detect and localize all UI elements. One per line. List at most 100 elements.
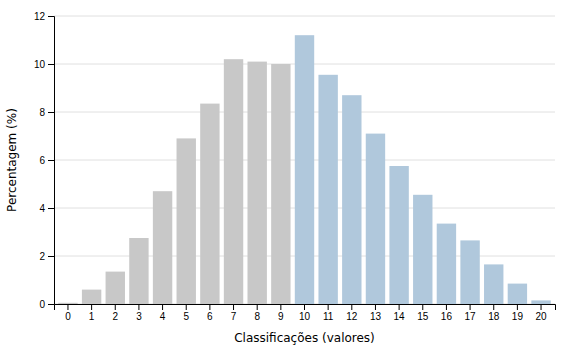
chart-svg: 0123456789101112131415161718192002468101…	[0, 0, 571, 354]
chart-container: 0123456789101112131415161718192002468101…	[0, 0, 571, 354]
x-tick-mark	[328, 304, 329, 310]
x-tick-label: 4	[160, 311, 166, 322]
x-tick-mark	[115, 304, 116, 310]
bar	[389, 166, 408, 304]
bar	[129, 238, 148, 304]
x-tick-label: 16	[441, 311, 453, 322]
y-axis-line	[48, 17, 55, 305]
y-tick-label: 6	[39, 155, 45, 166]
x-tick: 9	[278, 304, 284, 322]
x-tick-label: 3	[136, 311, 142, 322]
x-tick-mark	[470, 304, 471, 310]
x-tick-mark	[162, 304, 163, 310]
x-tick: 6	[207, 304, 213, 322]
y-axis: 0 2 4 6 8 10 12	[34, 11, 55, 310]
bar	[177, 138, 196, 304]
y-tick-label: 2	[39, 251, 45, 262]
bar	[106, 272, 125, 304]
x-tick: 15	[417, 304, 429, 322]
x-tick-mark	[541, 304, 542, 310]
x-tick: 2	[112, 304, 118, 322]
bar	[531, 300, 550, 304]
bar	[366, 134, 385, 304]
x-tick: 0	[65, 304, 71, 322]
x-axis: 01234567891011121314151617181920	[55, 304, 556, 322]
x-tick-label: 12	[346, 311, 358, 322]
x-tick-label: 19	[512, 311, 524, 322]
x-tick: 13	[370, 304, 382, 322]
bar	[58, 303, 77, 304]
grid	[54, 16, 555, 304]
bars	[58, 35, 550, 304]
x-tick-label: 8	[254, 311, 260, 322]
x-tick-label: 11	[323, 311, 334, 322]
y-tick-mark	[48, 64, 54, 65]
bar	[413, 195, 432, 304]
y-tick: 8	[39, 107, 54, 118]
y-tick: 4	[39, 203, 54, 214]
x-tick: 11	[323, 304, 334, 322]
y-axis-title: Percentagem (%)	[5, 108, 19, 212]
x-tick: 18	[488, 304, 500, 322]
x-tick-mark	[233, 304, 234, 310]
x-tick-mark	[351, 304, 352, 310]
y-tick-mark	[48, 304, 54, 305]
x-tick: 17	[465, 304, 477, 322]
x-tick-mark	[399, 304, 400, 310]
x-tick-mark	[493, 304, 494, 310]
x-tick: 10	[299, 304, 311, 322]
y-tick-label: 12	[34, 11, 46, 22]
y-tick: 0	[39, 299, 54, 310]
y-tick-label: 0	[39, 299, 45, 310]
x-tick-label: 20	[535, 311, 547, 322]
bar	[82, 290, 101, 304]
y-tick-mark	[48, 16, 54, 17]
x-tick-mark	[257, 304, 258, 310]
x-tick-label: 5	[183, 311, 189, 322]
bar	[295, 35, 314, 304]
bar	[224, 59, 243, 304]
y-tick-label: 10	[34, 59, 46, 70]
x-tick-label: 9	[278, 311, 284, 322]
x-tick: 3	[136, 304, 142, 322]
x-tick: 7	[231, 304, 237, 322]
bar	[153, 191, 172, 304]
x-tick: 1	[89, 304, 95, 322]
x-tick-label: 10	[299, 311, 311, 322]
x-tick: 20	[535, 304, 547, 322]
bar	[437, 224, 456, 304]
x-axis-line	[55, 305, 556, 311]
x-tick: 16	[441, 304, 453, 322]
x-tick-mark	[67, 304, 68, 310]
y-tick: 12	[34, 11, 54, 22]
x-tick-label: 14	[394, 311, 406, 322]
x-tick-label: 2	[112, 311, 118, 322]
x-tick-label: 6	[207, 311, 213, 322]
x-tick-mark	[138, 304, 139, 310]
x-tick-label: 18	[488, 311, 500, 322]
x-tick-label: 7	[231, 311, 237, 322]
x-tick-mark	[91, 304, 92, 310]
y-tick-label: 4	[39, 203, 45, 214]
bar	[271, 64, 290, 304]
grid-line	[54, 16, 555, 17]
y-tick-label: 8	[39, 107, 45, 118]
x-tick-label: 0	[65, 311, 71, 322]
x-tick: 12	[346, 304, 358, 322]
bar	[247, 62, 266, 304]
x-tick-label: 15	[417, 311, 429, 322]
x-tick-mark	[304, 304, 305, 310]
y-tick-mark	[48, 256, 54, 257]
x-tick-mark	[422, 304, 423, 310]
bar	[460, 240, 479, 304]
x-axis-title: Classificações (valores)	[234, 331, 375, 345]
x-tick-mark	[446, 304, 447, 310]
x-tick-mark	[375, 304, 376, 310]
y-tick-mark	[48, 112, 54, 113]
y-tick: 2	[39, 251, 54, 262]
x-tick: 8	[254, 304, 260, 322]
x-tick: 19	[512, 304, 524, 322]
bar	[200, 104, 219, 304]
bar	[484, 264, 503, 304]
y-tick: 10	[34, 59, 54, 70]
